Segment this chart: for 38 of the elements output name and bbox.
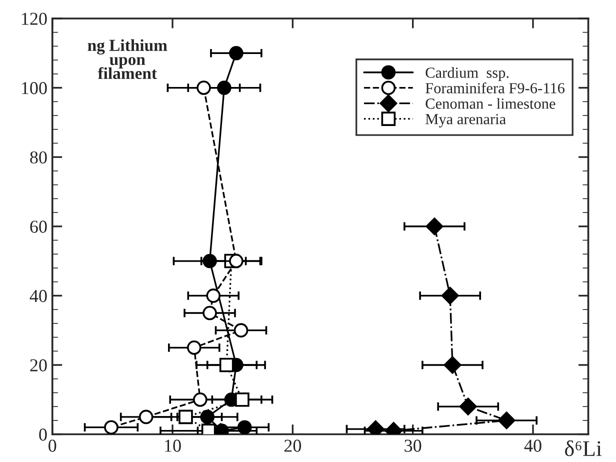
- point: [138, 410, 154, 424]
- point: [202, 254, 217, 268]
- y-tick-label: 20: [30, 359, 47, 372]
- y-tick-label: 120: [22, 12, 47, 25]
- x-tick-label: 0: [48, 440, 56, 452]
- point: [196, 80, 211, 95]
- legend-label: Foraminifera F9-6-116: [426, 82, 565, 94]
- point: [229, 254, 244, 268]
- point: [459, 398, 477, 416]
- x-tick-label: 20: [284, 440, 302, 452]
- point: [444, 356, 462, 374]
- x-tick-label: 40: [524, 440, 542, 452]
- y-tick-label: 100: [22, 82, 47, 94]
- point: [229, 46, 244, 60]
- point: [206, 288, 221, 303]
- point: [202, 306, 217, 320]
- y-tick-label: 80: [30, 151, 47, 164]
- point: [104, 420, 118, 434]
- point: [235, 392, 250, 407]
- x-tick-label: 30: [404, 440, 422, 452]
- y-tick-label: 0: [39, 428, 47, 441]
- point: [200, 410, 215, 424]
- x-tick-label: 10: [165, 440, 181, 452]
- point: [426, 218, 444, 236]
- point: [193, 392, 208, 407]
- point: [234, 323, 248, 338]
- point: [441, 286, 459, 304]
- point: [219, 358, 234, 372]
- y-tick-label: 60: [30, 220, 47, 233]
- point: [186, 340, 202, 355]
- y-axis-title: ng Lithium upon filament: [88, 39, 168, 80]
- y-tick-label: 40: [30, 290, 47, 302]
- legend-label: Cardium ssp.: [426, 67, 509, 81]
- x-axis-title: δ⁶Li: [565, 440, 602, 456]
- legend-label: Mya arenaria: [426, 114, 506, 128]
- point: [498, 412, 516, 430]
- legend-label: Cenoman - limestone: [426, 98, 556, 109]
- point: [178, 410, 193, 424]
